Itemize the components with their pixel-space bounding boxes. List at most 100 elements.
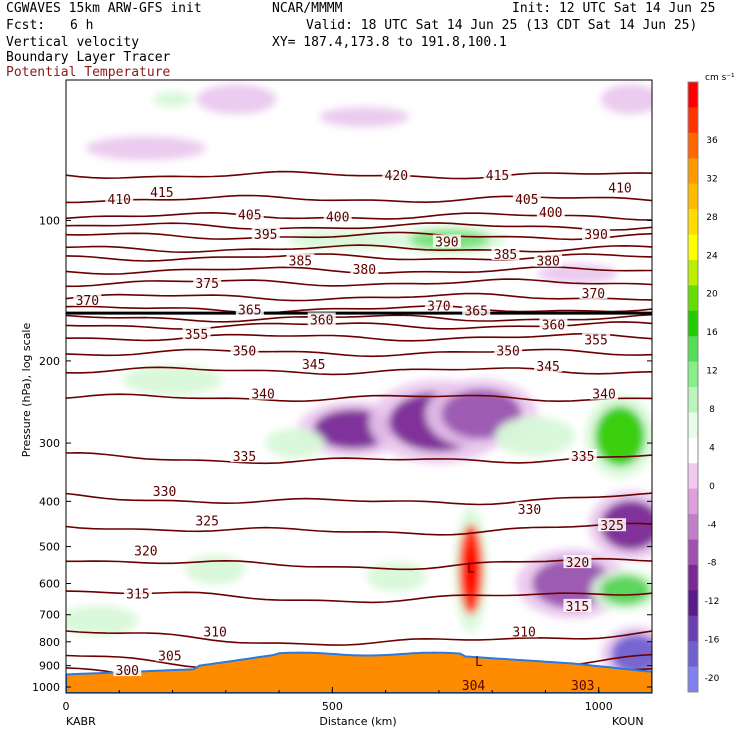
- theta-label-bg: [201, 624, 230, 638]
- field-vertical-velocity: Vertical velocity: [6, 35, 140, 50]
- theta-label-bg: [510, 624, 539, 638]
- y-tick-label: 900: [39, 660, 60, 673]
- theta-label: 315: [566, 600, 589, 615]
- theta-label-bg: [235, 302, 264, 316]
- theta-label-bg: [350, 261, 379, 275]
- updraft-blob: [185, 554, 246, 585]
- terrain: [66, 651, 652, 693]
- theta-label-bg: [249, 386, 278, 400]
- theta-label-bg: [563, 598, 592, 612]
- colorbar-swatch: [688, 310, 698, 337]
- theta-label-bg: [563, 555, 592, 569]
- velocity-blob-halo: [397, 0, 481, 52]
- field-potential-temperature: Potential Temperature: [6, 65, 171, 80]
- theta-label: 320: [134, 545, 157, 560]
- colorbar-swatch: [688, 234, 698, 261]
- updraft-core: [464, 544, 477, 595]
- theta-label: 360: [542, 318, 565, 333]
- colorbar-swatch: [688, 387, 698, 413]
- theta-label-bg: [462, 303, 491, 317]
- colorbar-tick-label: 16: [706, 328, 718, 338]
- x-axis: 0 500 1000: [63, 687, 653, 713]
- theta-contour-420: [66, 170, 652, 180]
- colorbar-swatch: [688, 666, 698, 693]
- theta-label: 360: [310, 313, 333, 328]
- colorbar-swatch: [688, 132, 698, 159]
- field-boundary-layer-tracer: Boundary Layer Tracer: [6, 50, 171, 65]
- theta-label: 315: [126, 587, 149, 602]
- theta-contour-325: [66, 522, 652, 536]
- theta-contour-355: [66, 332, 652, 342]
- colorbar-swatch: [688, 209, 698, 235]
- theta-label: 390: [584, 228, 607, 243]
- colorbar-swatch: [688, 336, 698, 363]
- colorbar-swatch: [688, 641, 698, 668]
- colorbar-tick-label: 8: [709, 405, 715, 415]
- colorbar-unit: cm s⁻¹: [705, 73, 735, 83]
- colorbar-swatch: [688, 463, 698, 490]
- theta-label-bg: [568, 449, 597, 463]
- theta-label-bg: [323, 209, 352, 223]
- colorbar-tick-label: -20: [705, 674, 720, 684]
- theta-label: 355: [185, 328, 208, 343]
- theta-label: 405: [238, 208, 261, 223]
- theta-contour-310: [66, 630, 652, 646]
- theta-label: 310: [203, 625, 226, 640]
- downdraft-blob: [537, 263, 618, 284]
- theta-label-bg: [73, 292, 102, 306]
- y-tick-label: 300: [39, 437, 60, 450]
- updraft-blob: [504, 44, 544, 74]
- theta-label: 350: [233, 345, 256, 360]
- colorbar-swatch: [688, 488, 698, 515]
- theta-label: 345: [536, 360, 559, 375]
- colorbar-swatch: [688, 361, 698, 388]
- theta-label-bg: [582, 227, 611, 241]
- x-tick-label: 0: [63, 700, 70, 713]
- theta-label-bg: [606, 180, 635, 194]
- updraft-blob: [265, 428, 326, 459]
- colorbar: 36 32 28 24 20 16 12 8 4 0 -4 -8 -12 -16 -20: [687, 81, 720, 693]
- theta-label: 410: [108, 193, 131, 208]
- y-tick-label: 400: [39, 495, 60, 508]
- y-tick-label: 100: [39, 214, 60, 227]
- theta-label-bg: [182, 326, 211, 340]
- theta-label: 355: [584, 334, 607, 349]
- organization: NCAR/MMMM: [272, 1, 343, 16]
- theta-label-bg: [123, 586, 152, 600]
- theta-label: 415: [486, 169, 509, 184]
- theta-contour-405: [66, 222, 652, 231]
- colorbar-swatch: [688, 183, 698, 210]
- forecast-label: Fcst:: [6, 18, 46, 33]
- contour-mark: 303: [571, 679, 594, 694]
- theta-contour-340: [66, 393, 652, 403]
- theta-label-bg: [299, 356, 328, 370]
- theta-label: 385: [494, 248, 517, 263]
- theta-label-bg: [105, 192, 134, 206]
- updraft-blob: [66, 605, 138, 636]
- theta-label: 350: [496, 345, 519, 360]
- theta-label: 375: [195, 277, 218, 292]
- theta-label: 325: [195, 515, 218, 530]
- colorbar-tick-label: 36: [706, 136, 718, 146]
- theta-label: 370: [582, 287, 605, 302]
- theta-label-bg: [147, 185, 176, 199]
- theta-contour-335: [66, 451, 652, 465]
- colorbar-tick-label: 28: [706, 213, 718, 223]
- theta-label: 390: [435, 236, 458, 251]
- updraft-blob: [595, 406, 646, 467]
- theta-label-bg: [131, 543, 160, 557]
- theta-label-bg: [534, 358, 563, 372]
- theta-label-bg: [424, 298, 453, 312]
- theta-label: 420: [385, 169, 408, 184]
- theta-label: 415: [150, 186, 173, 201]
- theta-label: 330: [518, 503, 541, 518]
- colorbar-tick-label: -4: [708, 520, 717, 530]
- colorbar-tick-label: 12: [706, 367, 717, 377]
- theta-labels: 420 415 410 415 405 405 410 400 400 395 390 390 385 3…: [73, 168, 635, 679]
- downdraft-blob: [361, 44, 411, 74]
- theta-contour-315: [66, 590, 652, 604]
- theta-label: 385: [289, 255, 312, 270]
- theta-label-bg: [590, 386, 619, 400]
- colorbar-swatch: [688, 285, 698, 312]
- colorbar-swatch: [688, 412, 698, 439]
